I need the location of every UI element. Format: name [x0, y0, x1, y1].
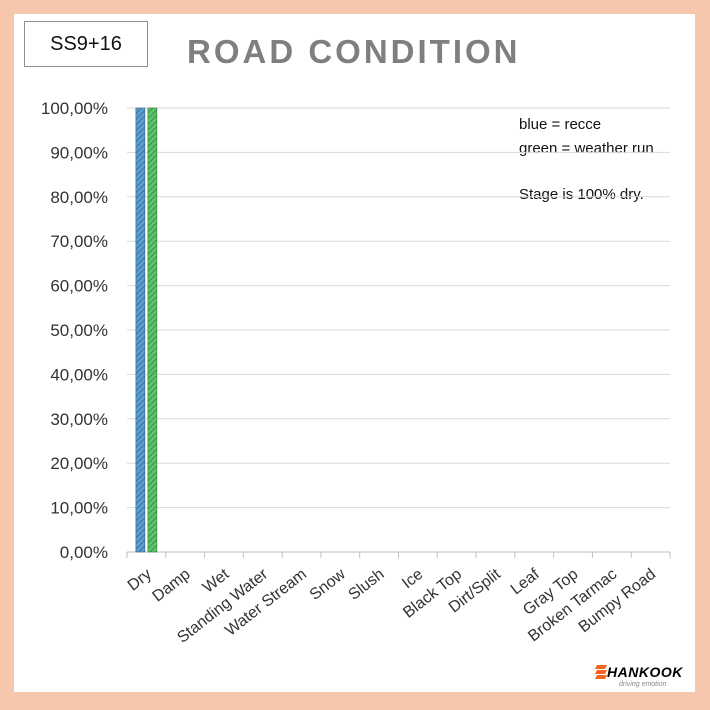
- gridlines: [126, 107, 671, 558]
- logo-tagline: driving emotion: [619, 681, 667, 688]
- bar-weather-dry: [147, 107, 158, 553]
- stage-label: SS9+16: [50, 32, 122, 55]
- bars: [135, 107, 158, 553]
- legend-note-recce: blue = recce: [519, 116, 602, 133]
- y-tick-label: 0,00%: [60, 543, 108, 562]
- stage-label-box: SS9+16: [24, 21, 148, 67]
- y-tick-label: 40,00%: [50, 365, 108, 384]
- x-tick-label: Snow: [307, 565, 349, 603]
- x-tick-label: Damp: [150, 566, 194, 606]
- bar-recce-dry: [135, 107, 146, 553]
- y-tick-label: 50,00%: [50, 321, 108, 340]
- y-tick-label: 90,00%: [50, 143, 108, 162]
- y-axis-ticks: 0,00% 10,00% 20,00% 30,00% 40,00% 50,00% 60,00…: [41, 99, 108, 562]
- y-tick-label: 70,00%: [50, 232, 108, 251]
- x-tick-label: Ice: [399, 566, 426, 593]
- y-tick-label: 10,00%: [50, 499, 108, 518]
- logo-brand: HANKOOK: [607, 664, 683, 680]
- y-tick-label: 100,00%: [41, 99, 108, 118]
- stage-dry-note: Stage is 100% dry.: [519, 186, 644, 203]
- y-tick-label: 80,00%: [50, 188, 108, 207]
- chart-frame: [14, 14, 695, 692]
- y-tick-label: 30,00%: [50, 410, 108, 429]
- chart-title: ROAD CONDITION: [187, 33, 521, 70]
- y-tick-label: 20,00%: [50, 454, 108, 473]
- y-tick-label: 60,00%: [50, 277, 108, 296]
- x-tick-label: Slush: [346, 566, 388, 604]
- hankook-emblem-icon: [595, 665, 607, 679]
